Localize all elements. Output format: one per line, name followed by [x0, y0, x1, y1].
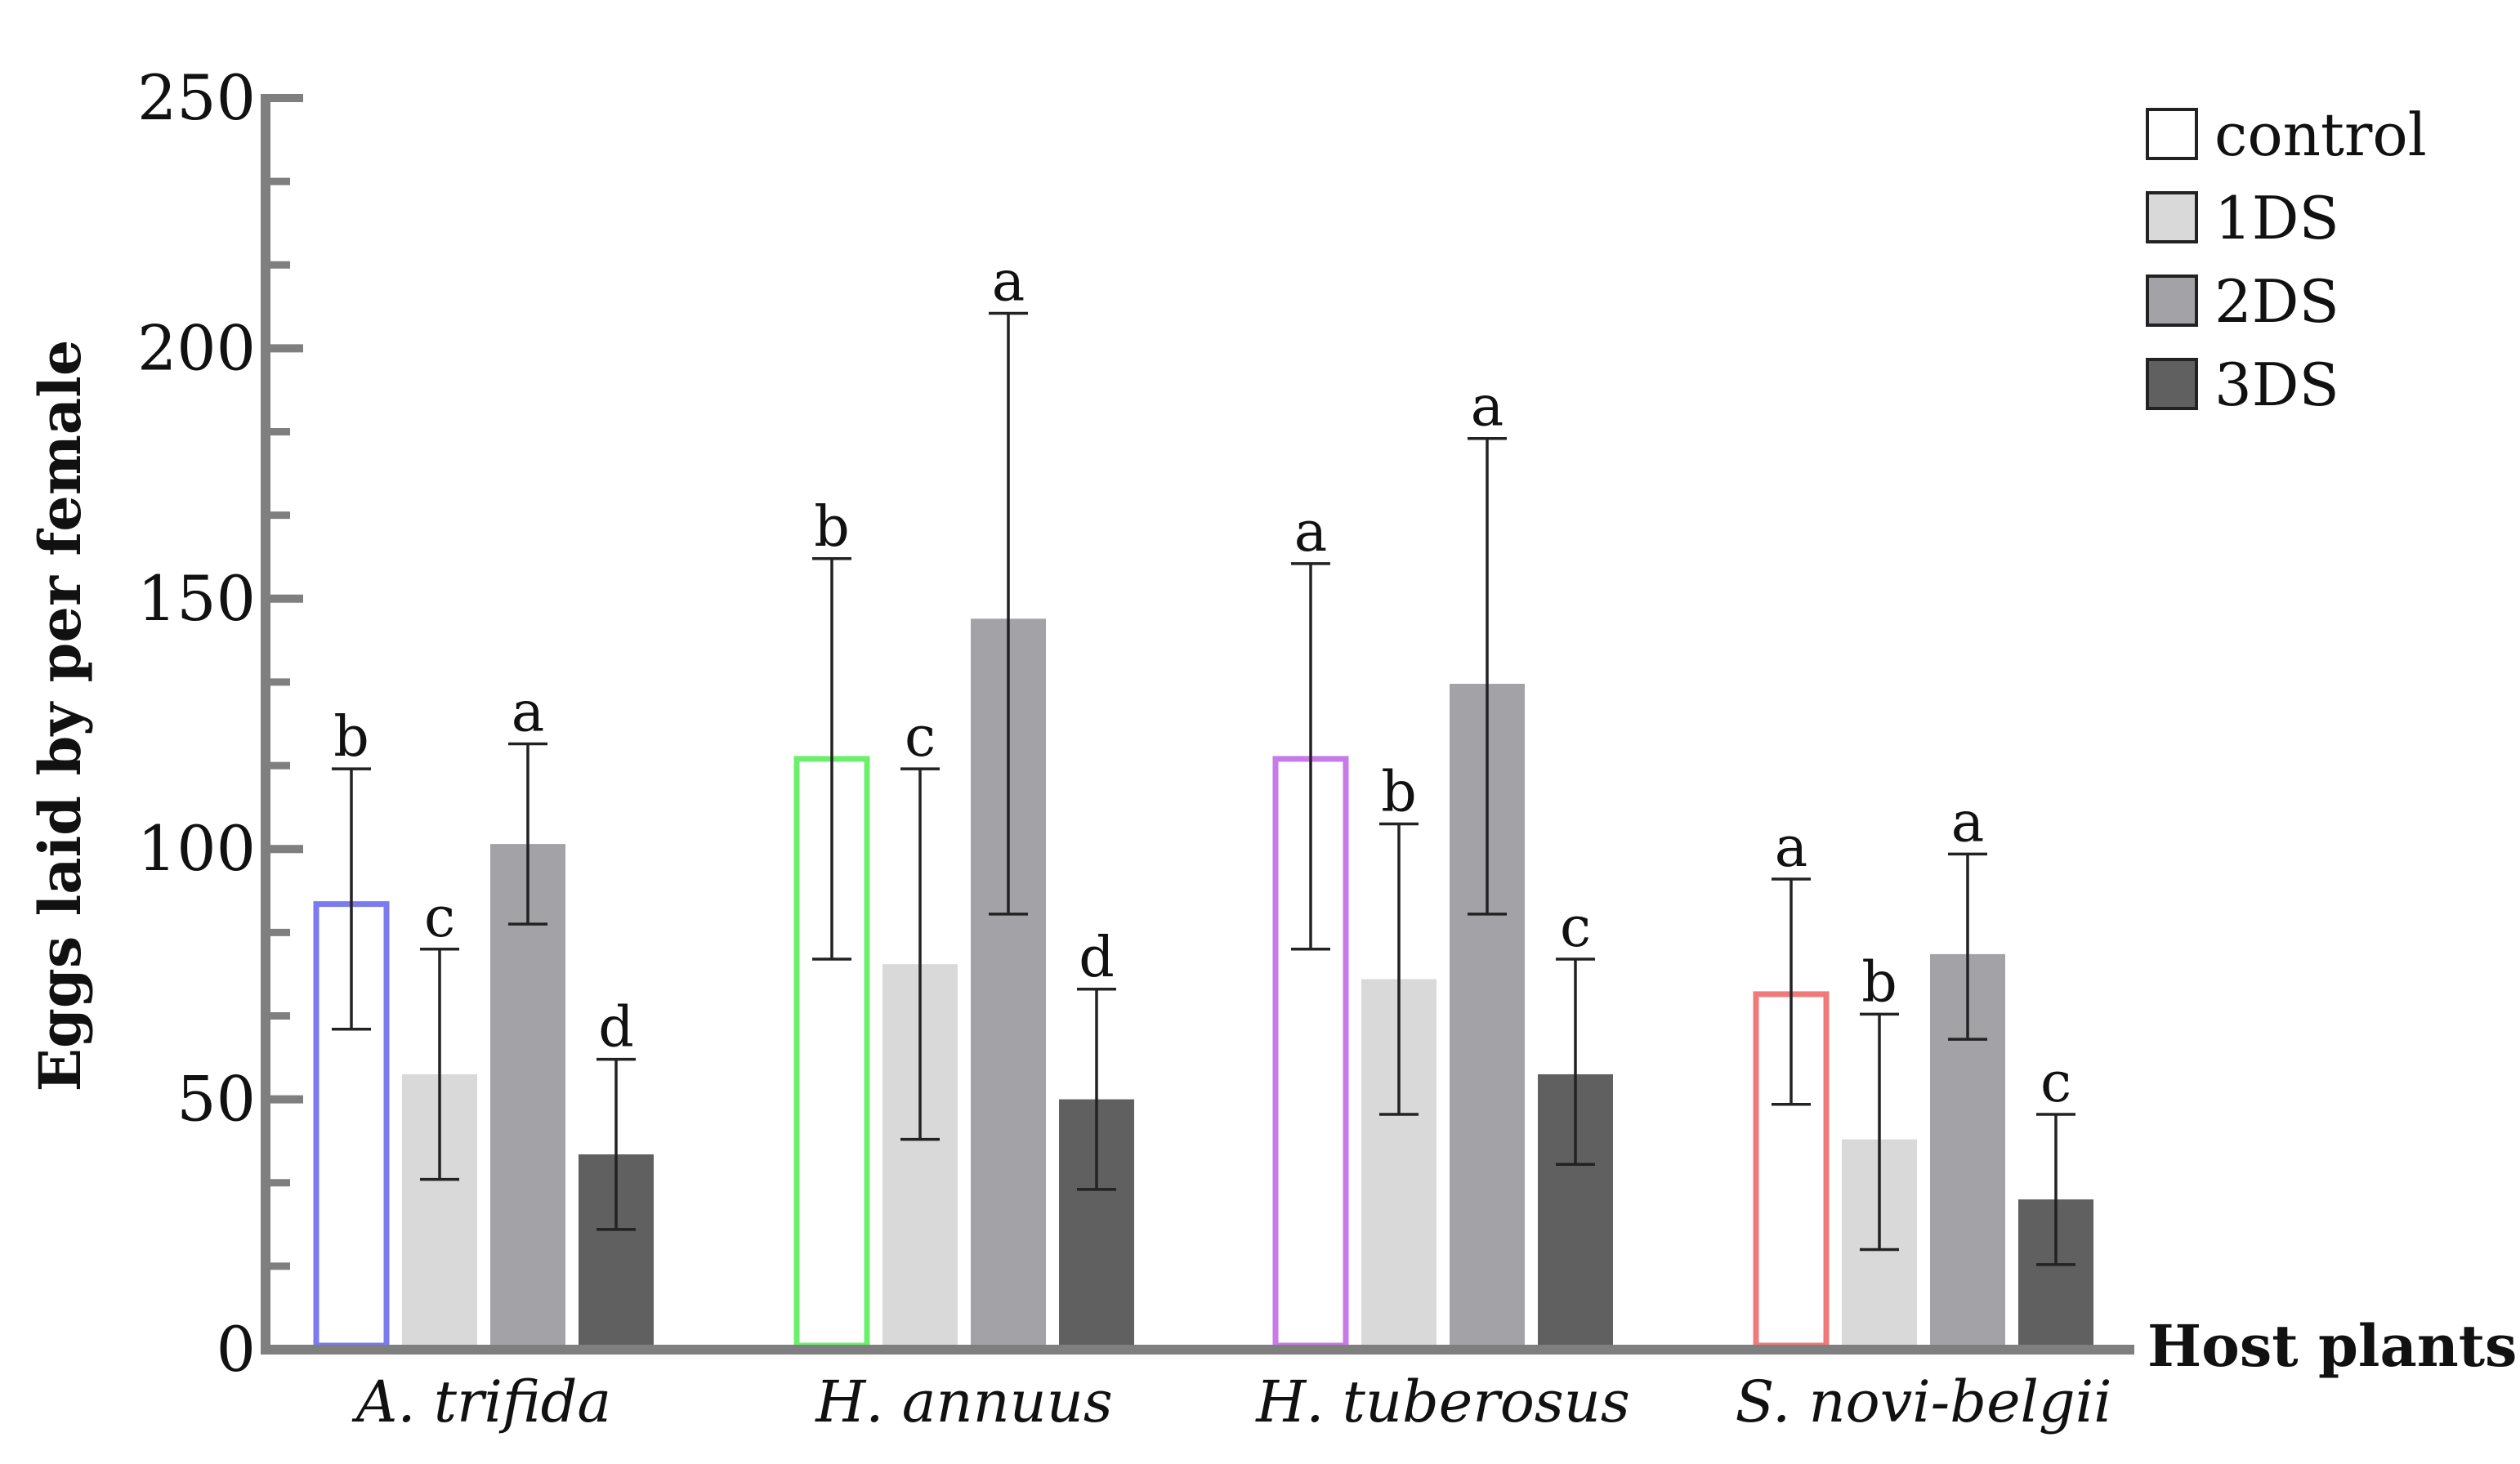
significance-label: a — [1951, 790, 1985, 855]
significance-label: c — [1560, 895, 1591, 960]
legend-swatch-control — [2146, 108, 2198, 160]
significance-label: a — [1775, 815, 1808, 880]
significance-label: b — [814, 495, 850, 560]
x-category-label: A. trifida — [351, 1368, 611, 1435]
significance-label: b — [333, 705, 369, 770]
significance-label: a — [512, 681, 545, 745]
y-tick-label: 150 — [137, 562, 256, 635]
legend-swatch-1DS — [2146, 191, 2198, 243]
legend: control 1DS 2DS 3DS — [2146, 100, 2427, 419]
legend-label: 1DS — [2214, 184, 2339, 252]
significance-label: a — [992, 250, 1025, 315]
significance-label: c — [424, 886, 455, 950]
x-category-label: H. tuberosus — [1254, 1368, 1630, 1435]
significance-label: c — [2040, 1051, 2071, 1115]
significance-label: b — [1381, 761, 1417, 825]
legend-label: 3DS — [2214, 350, 2339, 419]
y-tick-label: 100 — [137, 812, 256, 885]
significance-label: a — [1294, 500, 1328, 565]
legend-label: 2DS — [2214, 267, 2339, 336]
legend-label: control — [2214, 100, 2427, 169]
significance-label: d — [598, 996, 634, 1060]
x-category-label: H. annuus — [814, 1368, 1113, 1435]
significance-label: c — [905, 705, 936, 770]
bar-2DS — [490, 844, 565, 1346]
significance-label: a — [1471, 375, 1504, 440]
significance-label: b — [1861, 950, 1897, 1015]
plot-area: b c a d b c a d a b a c a b a c — [313, 250, 2093, 1349]
legend-swatch-2DS — [2146, 274, 2198, 327]
significance-label: d — [1079, 926, 1115, 990]
x-category-label: S. novi-belgii — [1736, 1368, 2112, 1435]
y-tick-label: 50 — [176, 1063, 256, 1136]
y-tick-label: 0 — [217, 1313, 256, 1386]
y-tick-label: 250 — [137, 61, 256, 134]
y-axis-title: Eggs laid by per female — [26, 340, 94, 1092]
axes: 0 50 100 150 200 250 A. trifida H. annuus H. tub… — [137, 61, 2134, 1435]
y-tick-label: 200 — [137, 311, 256, 384]
x-axis-title: Host plants — [2147, 1312, 2517, 1380]
legend-swatch-3DS — [2146, 358, 2198, 410]
